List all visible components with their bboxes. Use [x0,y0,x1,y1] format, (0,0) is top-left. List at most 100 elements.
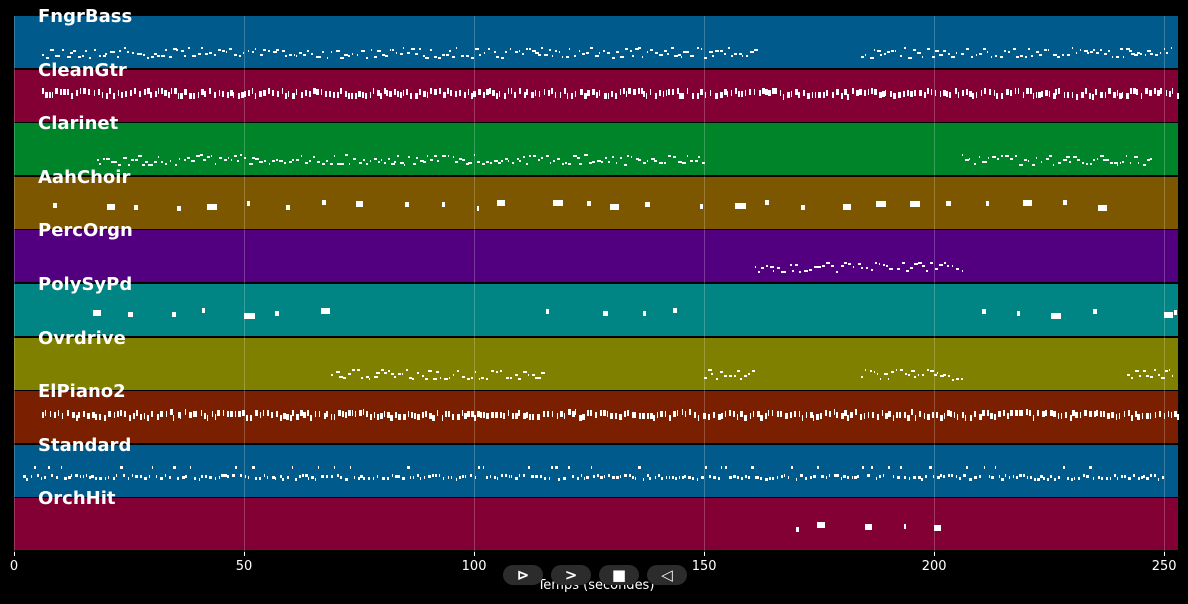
note [1150,412,1152,419]
stop-button[interactable]: ■ [599,565,639,585]
note [955,474,958,478]
note [438,474,441,478]
note [452,373,454,376]
grid-line [934,16,936,552]
note [960,377,963,380]
note [1137,414,1140,421]
note [1088,92,1091,99]
note [322,51,325,54]
note [609,412,613,419]
note [315,56,319,59]
note [496,56,499,59]
note [160,410,163,417]
note [1066,53,1071,56]
note [588,161,593,164]
note [1077,477,1081,481]
note [563,87,566,94]
note [684,410,686,417]
note [740,410,743,417]
note [1012,474,1015,478]
note [204,475,208,479]
note [109,50,114,53]
note [1051,312,1061,319]
note [780,474,784,478]
note [402,90,405,97]
note [1096,52,1100,54]
note [558,477,560,481]
note [515,476,518,480]
note [489,475,492,479]
note [168,55,172,58]
note [511,413,515,420]
note [418,48,422,51]
note [464,475,467,479]
note [422,160,427,163]
note [914,90,916,97]
note [452,414,454,421]
note [462,376,466,379]
note [120,410,122,417]
note [728,410,732,417]
note [895,369,897,372]
note [243,90,247,97]
track-name: CleanGtr [38,59,127,81]
note [1139,52,1143,55]
note [504,157,508,160]
note [836,412,839,419]
note [1079,411,1082,418]
play-button[interactable]: ⊳ [503,565,543,585]
note [713,412,716,419]
note [538,159,540,162]
note [471,411,474,418]
note [735,202,746,209]
previous-button[interactable]: ◁ [647,565,687,585]
note [387,158,391,161]
note [1035,92,1038,99]
note [482,163,486,166]
note [436,410,439,417]
note [1116,164,1119,167]
note [958,91,960,98]
note [876,201,886,208]
note [535,475,539,479]
note [497,200,505,207]
note [480,411,483,418]
note [751,370,755,373]
note [169,476,172,480]
note [123,473,126,477]
note [1106,412,1110,419]
note [174,163,178,166]
note [344,477,348,481]
note [904,412,906,419]
note [383,410,386,417]
note [615,51,620,54]
note [1092,49,1096,52]
note [151,465,154,469]
note [160,477,164,481]
note [218,89,221,96]
note [745,475,748,478]
note [777,476,779,480]
note [413,412,416,419]
note [407,465,410,469]
note [1100,91,1103,98]
note [750,51,754,54]
note [896,475,900,479]
note [625,48,628,51]
note [432,414,436,421]
next-button[interactable]: > [551,565,591,585]
note [833,409,835,416]
note [52,203,57,209]
note [933,374,938,377]
note [980,90,983,97]
note [889,268,893,271]
note [824,409,828,416]
note [1166,51,1169,54]
note [1150,376,1153,379]
note [514,92,516,99]
note [398,414,401,421]
note [703,412,706,419]
note [529,155,532,158]
note [173,47,178,50]
note [214,53,216,56]
